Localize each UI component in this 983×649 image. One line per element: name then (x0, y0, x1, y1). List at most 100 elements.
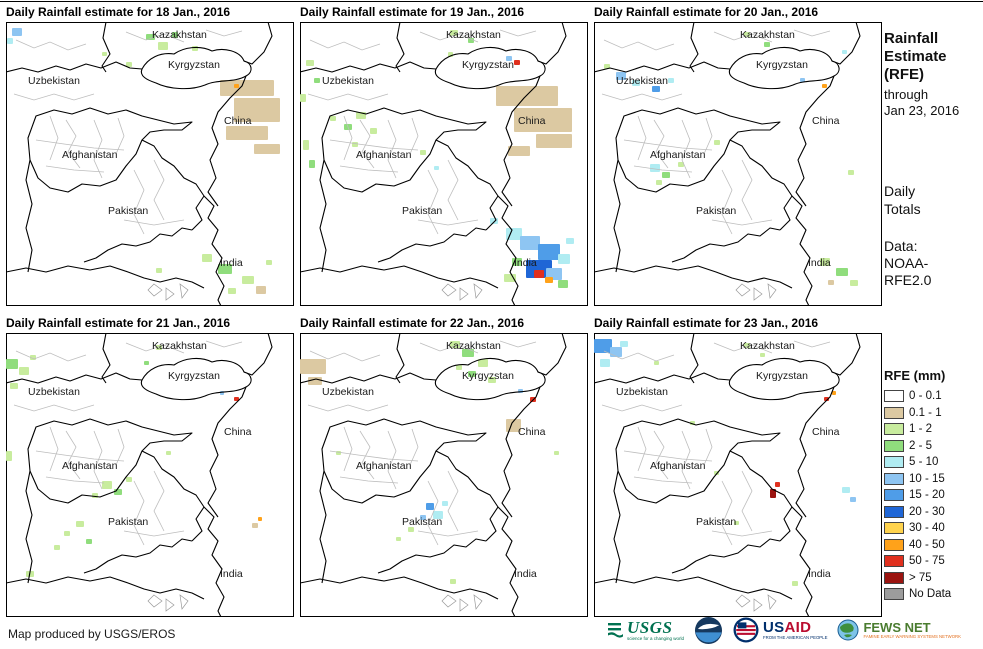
rainfall-blob (220, 80, 274, 96)
rainfall-blob (604, 64, 610, 69)
legend-swatch (884, 390, 904, 402)
coast-island (767, 283, 777, 299)
country-label: Uzbekistan (322, 386, 374, 398)
rainfall-blob (102, 481, 112, 489)
admin-boundary (125, 31, 185, 43)
admin-boundary (427, 169, 439, 235)
rainfall-blob (92, 493, 98, 498)
admin-boundary (343, 115, 353, 161)
country-border (207, 386, 247, 518)
coast-island (179, 283, 189, 299)
legend-label: 30 - 40 (909, 522, 945, 534)
admin-boundary (309, 39, 381, 51)
admin-boundary (637, 115, 647, 161)
legend-label: 0 - 0.1 (909, 390, 942, 402)
country-border (321, 107, 487, 193)
rainfall-blob (462, 349, 474, 357)
admin-boundary (49, 426, 59, 472)
admin-boundary (13, 93, 95, 101)
admin-boundary (35, 450, 125, 462)
rainfall-blob (309, 160, 315, 168)
admin-boundary (65, 119, 81, 169)
country-label: Kazakhstan (446, 340, 501, 352)
legend-title: RFE (mm) (884, 368, 946, 383)
map-panel: Daily Rainfall estimate for 21 Jan., 201… (6, 315, 294, 617)
admin-boundary (741, 470, 753, 532)
rainfall-blob (370, 128, 377, 134)
map-panel-title: Daily Rainfall estimate for 21 Jan., 201… (6, 316, 231, 330)
rainfall-blob (842, 487, 850, 493)
coast-island (179, 594, 189, 610)
country-border (671, 227, 781, 263)
admin-boundary (329, 139, 419, 151)
rainfall-blob (506, 56, 512, 61)
rainfall-blob (468, 371, 476, 377)
legend-swatch (884, 406, 904, 419)
country-label: Pakistan (696, 516, 736, 528)
rainfall-blob (536, 134, 572, 148)
rainfall-blob (514, 60, 520, 65)
admin-boundary (499, 29, 537, 37)
country-label: Kazakhstan (152, 29, 207, 41)
country-border (594, 265, 793, 289)
country-border (795, 386, 835, 518)
rainfall-blob (442, 501, 448, 506)
country-border (321, 418, 487, 504)
admin-boundary (603, 350, 675, 362)
coast-island (735, 594, 751, 608)
usaid-logo-tagline: FROM THE AMERICAN PEOPLE (763, 634, 828, 640)
country-border (140, 46, 252, 90)
rainfall-blob (632, 80, 640, 86)
rainfall-blob (496, 86, 558, 106)
sidebar-totals-line: Totals (884, 201, 921, 217)
coast-island (165, 598, 175, 612)
legend-label: 0.1 - 1 (909, 406, 942, 419)
country-label: Kazakhstan (740, 29, 795, 41)
admin-boundary (205, 340, 243, 348)
sidebar-title: Rainfall Estimate (RFE) (884, 30, 947, 84)
rainfall-blob (242, 276, 254, 284)
admin-boundary (417, 530, 479, 537)
map-panel-title: Daily Rainfall estimate for 19 Jan., 201… (300, 5, 525, 19)
coast-island (147, 283, 163, 297)
sidebar-title-line: (RFE) (884, 66, 924, 83)
rainfall-blob (166, 451, 171, 455)
rainfall-blob (396, 537, 401, 541)
country-border (537, 22, 567, 65)
admin-boundary (153, 159, 165, 221)
sidebar-subtitle-line: through (884, 87, 929, 102)
admin-boundary (125, 342, 185, 354)
rainfall-blob (554, 451, 559, 455)
country-border (6, 372, 143, 384)
rainfall-blob (558, 254, 570, 264)
country-label: Afghanistan (650, 149, 706, 161)
legend-swatch (884, 456, 904, 468)
country-label: Pakistan (402, 516, 442, 528)
country-border (689, 333, 699, 384)
rainfall-blob (252, 523, 258, 528)
rainfall-blob (420, 150, 426, 155)
admin-boundary (713, 31, 773, 43)
rainfall-blob (650, 164, 660, 172)
admin-boundary (793, 340, 831, 348)
rainfall-blob (850, 497, 856, 502)
country-border (434, 46, 546, 90)
country-border (300, 61, 437, 73)
rainfall-blob (202, 254, 212, 262)
top-rule (0, 1, 983, 2)
sidebar-title-line: Estimate (884, 48, 947, 65)
legend-item: 20 - 30 (884, 505, 981, 518)
rainfall-blob (234, 397, 239, 401)
rainfall-blob (800, 78, 805, 82)
country-border (791, 195, 813, 306)
rainfall-blob (558, 280, 568, 288)
admin-boundary (115, 428, 125, 466)
country-border (203, 506, 225, 617)
admin-boundary (703, 428, 713, 466)
rainfall-blob (420, 515, 426, 520)
rainfall-blob (434, 166, 439, 170)
rainfall-blob (620, 341, 628, 347)
map-panel: Daily Rainfall estimate for 23 Jan., 201… (594, 315, 882, 617)
legend-label: 50 - 75 (909, 555, 945, 567)
country-label: Uzbekistan (322, 75, 374, 87)
